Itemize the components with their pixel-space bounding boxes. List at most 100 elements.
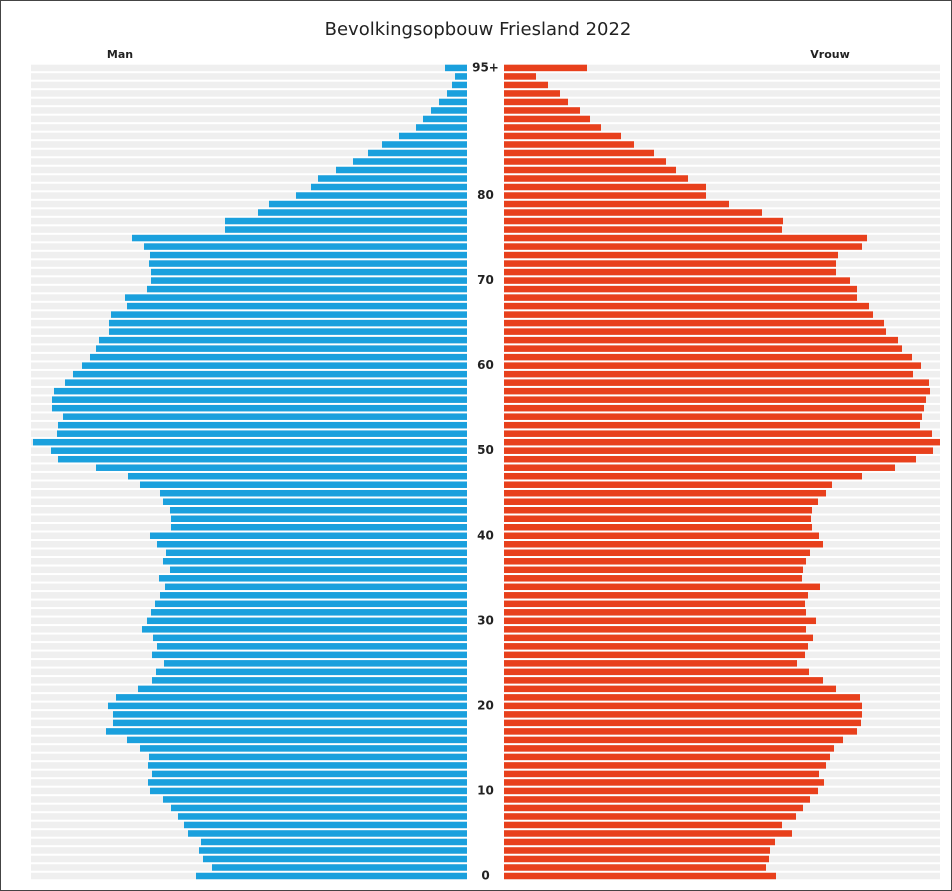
bar <box>504 864 766 871</box>
bar <box>269 200 467 208</box>
bar <box>128 472 467 480</box>
bar <box>504 804 803 812</box>
row-stripe <box>31 209 467 216</box>
bar <box>431 107 467 114</box>
bar <box>504 600 805 608</box>
bar <box>258 209 467 216</box>
bar <box>152 770 467 778</box>
row-stripe <box>504 166 940 174</box>
bar <box>504 796 810 803</box>
bar <box>504 847 770 854</box>
bar <box>504 660 797 667</box>
bar <box>504 455 916 463</box>
bar <box>170 506 467 514</box>
row-stripe <box>31 64 467 72</box>
bar <box>157 643 467 650</box>
bar <box>416 124 467 131</box>
row-stripe <box>31 132 467 140</box>
row-stripe <box>31 175 467 182</box>
row-stripe <box>504 115 940 123</box>
bar <box>504 387 930 395</box>
bar <box>151 609 467 616</box>
bar <box>504 515 811 522</box>
bar <box>149 260 467 267</box>
bar <box>159 575 467 582</box>
bar <box>311 183 467 191</box>
bar <box>155 600 467 608</box>
row-stripe <box>31 149 467 157</box>
row-stripe <box>31 98 467 106</box>
bar <box>504 626 806 633</box>
bar <box>504 311 873 318</box>
row-stripe <box>31 115 467 123</box>
bar <box>399 132 467 140</box>
bar <box>504 328 886 335</box>
bar <box>504 634 813 642</box>
bar <box>58 421 467 429</box>
bar <box>160 489 467 497</box>
bar <box>504 464 895 471</box>
bar <box>152 651 467 659</box>
bar <box>152 677 467 684</box>
bar <box>296 192 467 199</box>
row-stripe <box>504 149 940 157</box>
bar <box>140 745 467 752</box>
bar <box>504 609 806 616</box>
bar <box>504 175 688 182</box>
bar <box>504 336 898 344</box>
bar <box>504 838 775 846</box>
bar <box>504 302 869 310</box>
bar <box>51 447 467 454</box>
y-tick-label: 70 <box>477 273 494 287</box>
bar <box>504 260 836 267</box>
bar <box>147 617 467 625</box>
bar <box>368 149 467 157</box>
bar <box>82 362 467 369</box>
row-stripe <box>31 81 467 89</box>
bar <box>171 515 467 522</box>
bar <box>58 455 467 463</box>
chart-title: Bevolkingsopbouw Friesland 2022 <box>325 19 632 40</box>
bar <box>504 64 587 72</box>
bar <box>504 583 820 591</box>
bar <box>504 98 568 106</box>
bar <box>148 779 467 786</box>
bar <box>504 192 706 199</box>
bar <box>504 532 819 540</box>
row-stripe <box>504 64 940 72</box>
bar <box>504 90 560 97</box>
bar <box>201 838 467 846</box>
bar <box>225 226 467 233</box>
bar <box>504 115 590 123</box>
bar <box>504 472 862 480</box>
bar <box>504 73 536 80</box>
bar <box>504 643 808 650</box>
bar <box>504 830 792 837</box>
bar <box>504 438 940 446</box>
bar <box>504 132 621 140</box>
row-stripe <box>31 192 467 199</box>
bar <box>504 81 548 89</box>
bar <box>149 753 467 761</box>
bar <box>151 277 467 284</box>
bar <box>504 166 676 174</box>
bar <box>52 396 467 403</box>
y-tick-label: 0 <box>481 869 489 883</box>
row-stripe <box>504 81 940 89</box>
y-tick-label: 50 <box>477 443 494 457</box>
y-tick-label: 80 <box>477 188 494 202</box>
bar <box>504 430 932 437</box>
bar <box>106 728 467 735</box>
bar <box>504 541 823 548</box>
bar <box>150 532 467 540</box>
bar <box>171 524 467 531</box>
bar <box>151 268 467 276</box>
bar <box>163 558 467 565</box>
legend-label: Man <box>107 48 133 61</box>
bar <box>127 302 467 310</box>
bar <box>109 319 467 327</box>
bar <box>455 73 467 80</box>
bar <box>33 438 467 446</box>
y-tick-label: 40 <box>477 528 494 542</box>
